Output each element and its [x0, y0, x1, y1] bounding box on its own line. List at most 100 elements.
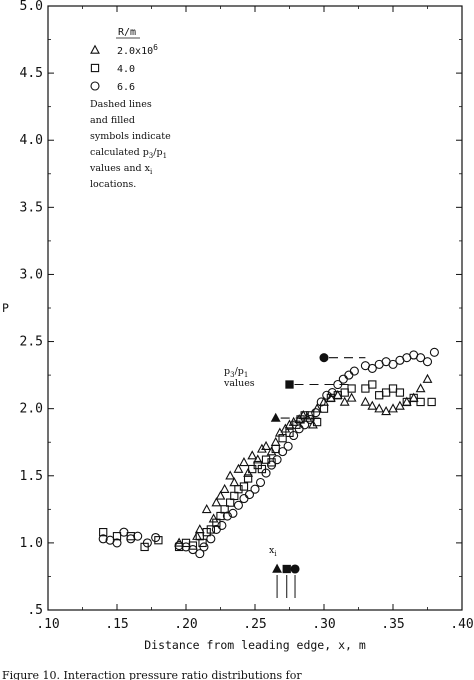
point-circle-11 — [195, 549, 205, 559]
point-square-40 — [375, 391, 384, 400]
calculated-point-triangle — [270, 412, 281, 422]
point-triangle-26 — [308, 419, 318, 429]
point-circle-15 — [217, 520, 227, 530]
x-tick-label-0: .10 — [36, 617, 59, 632]
point-square-36 — [340, 388, 349, 397]
point-circle-32 — [311, 408, 321, 418]
point-square-4 — [154, 536, 163, 545]
point-circle-37 — [338, 374, 348, 384]
xi-marker-triangle — [272, 563, 283, 573]
point-circle-48 — [416, 353, 426, 363]
point-triangle-11 — [239, 456, 249, 467]
point-triangle-38 — [394, 400, 405, 410]
point-circle-34 — [322, 390, 332, 400]
legend-symbol-square — [90, 63, 100, 73]
point-square-23 — [261, 455, 271, 464]
point-triangle-34 — [367, 400, 378, 410]
point-circle-16 — [222, 511, 232, 521]
legend-header: R/m — [118, 27, 136, 38]
point-square-1 — [112, 532, 122, 541]
point-square-9 — [198, 538, 207, 548]
xi-marker-square — [282, 564, 291, 574]
y-tick-label-3: 2.0 — [20, 402, 43, 417]
point-circle-26 — [278, 447, 288, 457]
point-square-37 — [347, 384, 356, 393]
x-axis-label: Distance from leading edge, x, m — [144, 638, 366, 652]
point-circle-41 — [367, 363, 377, 373]
legend-entry-2: 6.6 — [117, 82, 135, 93]
figure-caption: Figure 10. Interaction pressure ratio di… — [2, 669, 302, 680]
plot-frame — [47, 5, 463, 611]
legend-symbol-triangle — [90, 44, 100, 54]
legend-entry-1: 4.0 — [117, 64, 135, 75]
y-tick-label-4: 2.5 — [20, 335, 43, 350]
point-triangle-3 — [201, 503, 212, 514]
calculated-point-square — [285, 380, 294, 389]
point-circle-20 — [244, 490, 255, 500]
point-circle-5 — [133, 531, 143, 541]
point-square-16 — [230, 491, 239, 501]
point-triangle-4 — [208, 513, 219, 523]
point-triangle-10 — [233, 463, 244, 473]
x-tick-label-2: .20 — [174, 617, 197, 632]
point-triangle-5 — [211, 497, 222, 507]
x-tick-label-1: .15 — [105, 617, 128, 632]
point-circle-35 — [327, 388, 337, 398]
point-square-39 — [368, 380, 377, 389]
y-tick-label-9: 5.0 — [20, 0, 43, 14]
point-square-0 — [99, 528, 108, 537]
y-tick-label-0: .5 — [27, 603, 43, 618]
point-triangle-21 — [284, 419, 295, 429]
point-circle-33 — [316, 397, 326, 407]
legend-note-0: Dashed lines — [90, 99, 152, 110]
point-square-26 — [278, 434, 287, 443]
point-circle-24 — [267, 460, 277, 470]
point-circle-3 — [119, 527, 129, 537]
point-triangle-37 — [388, 403, 398, 413]
x-tick-label-4: .30 — [312, 617, 335, 632]
y-tick-label-7: 4.0 — [20, 133, 43, 148]
point-circle-50 — [429, 347, 439, 357]
y-tick-label-2: 1.5 — [20, 469, 43, 484]
point-triangle-27 — [312, 403, 323, 413]
point-circle-19 — [239, 494, 249, 504]
point-square-17 — [234, 485, 243, 494]
point-triangle-15 — [256, 443, 267, 453]
y-tick-label-8: 4.5 — [20, 66, 43, 81]
point-square-41 — [381, 388, 391, 397]
point-circle-12 — [199, 542, 209, 552]
point-triangle-13 — [247, 450, 258, 460]
point-square-42 — [388, 384, 398, 393]
point-triangle-35 — [374, 403, 385, 413]
legend-symbol-circle — [90, 81, 100, 91]
point-circle-7 — [151, 532, 161, 543]
point-square-38 — [361, 384, 370, 393]
point-circle-25 — [272, 455, 282, 465]
point-triangle-31 — [339, 396, 350, 406]
point-triangle-42 — [422, 373, 433, 383]
legend: R/m 2.0x106 4.0 6.6 Dashed lines and fil… — [89, 27, 171, 190]
point-circle-22 — [255, 477, 266, 488]
point-square-11 — [206, 525, 215, 534]
point-circle-31 — [305, 414, 315, 424]
xi-marker-circle — [290, 564, 300, 574]
y-tick-label-6: 3.5 — [20, 200, 43, 215]
point-circle-2 — [112, 538, 122, 548]
point-square-47 — [427, 397, 436, 407]
legend-note-3: calculated p3/p1 — [90, 147, 167, 160]
point-triangle-14 — [252, 454, 263, 464]
point-circle-39 — [349, 366, 359, 376]
point-circle-17 — [228, 508, 238, 518]
point-square-15 — [226, 498, 235, 507]
legend-note-2: symbols indicate — [90, 131, 171, 142]
point-circle-30 — [300, 420, 310, 430]
y-tick-label-1: 1.0 — [20, 536, 43, 551]
point-circle-38 — [344, 370, 354, 380]
axes: .5 1.0 1.5 2.0 2.5 3.0 3.5 4.0 4.5 5.0 .10 .15 .20 .2… — [2, 0, 474, 652]
values-label: values — [223, 378, 255, 389]
point-circle-8 — [174, 541, 184, 551]
legend-note-4: values and xi — [89, 163, 153, 176]
point-square-31 — [306, 411, 315, 420]
point-triangle-32 — [346, 392, 357, 402]
point-circle-27 — [283, 441, 293, 451]
